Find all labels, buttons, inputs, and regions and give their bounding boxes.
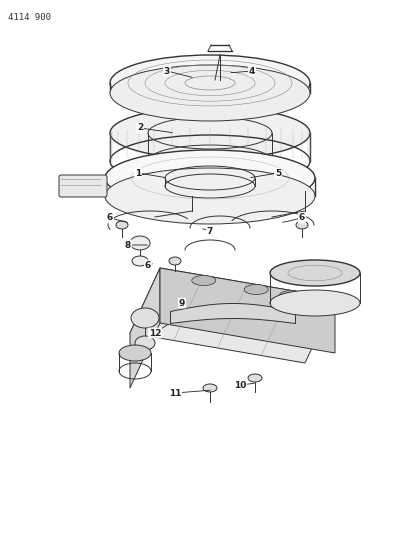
Text: 4114 900: 4114 900 [8, 13, 51, 22]
Ellipse shape [105, 168, 315, 224]
Ellipse shape [131, 308, 159, 328]
Text: 6: 6 [299, 214, 305, 222]
Ellipse shape [203, 384, 217, 392]
Text: 10: 10 [234, 381, 246, 390]
Ellipse shape [130, 236, 150, 250]
Polygon shape [160, 268, 335, 353]
Ellipse shape [116, 221, 128, 229]
Ellipse shape [105, 150, 315, 206]
Text: 12: 12 [149, 328, 161, 337]
Polygon shape [130, 268, 160, 388]
Text: 5: 5 [275, 168, 281, 177]
FancyBboxPatch shape [59, 175, 107, 197]
Ellipse shape [279, 290, 303, 301]
Ellipse shape [248, 374, 262, 382]
Text: 6: 6 [145, 261, 151, 270]
Text: 7: 7 [207, 227, 213, 236]
Polygon shape [130, 268, 335, 363]
Text: 6: 6 [107, 214, 113, 222]
Text: 1: 1 [135, 168, 141, 177]
Ellipse shape [132, 256, 148, 266]
Text: 4: 4 [249, 67, 255, 76]
Ellipse shape [270, 260, 360, 286]
Ellipse shape [119, 345, 151, 361]
Ellipse shape [110, 65, 310, 121]
Text: 11: 11 [169, 389, 181, 398]
Text: 8: 8 [125, 240, 131, 249]
Text: 2: 2 [137, 124, 143, 133]
Ellipse shape [270, 290, 360, 316]
Text: 3: 3 [164, 67, 170, 76]
Ellipse shape [135, 336, 155, 350]
Ellipse shape [296, 221, 308, 229]
Ellipse shape [192, 276, 216, 286]
Ellipse shape [110, 55, 310, 111]
Ellipse shape [244, 285, 268, 295]
Text: 9: 9 [179, 298, 185, 308]
Ellipse shape [110, 107, 310, 159]
Ellipse shape [169, 257, 181, 265]
